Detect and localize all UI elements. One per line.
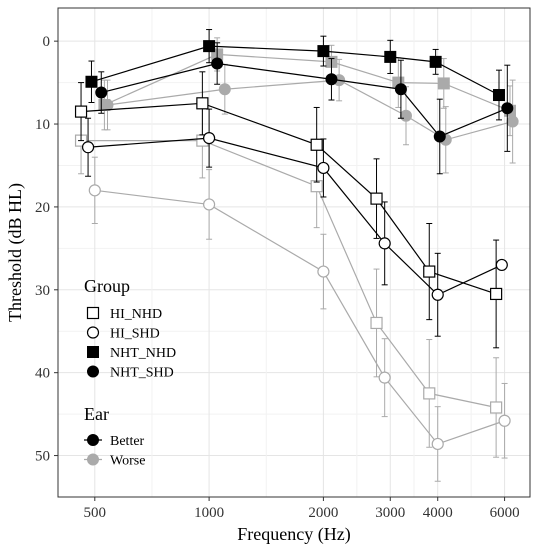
data-point xyxy=(438,78,449,89)
y-tick-label: 10 xyxy=(35,117,50,133)
data-point xyxy=(424,388,435,399)
legend-key-hi-shd xyxy=(88,327,99,338)
data-point xyxy=(424,266,435,277)
data-point xyxy=(379,372,390,383)
data-point xyxy=(96,87,107,98)
y-tick-label: 30 xyxy=(35,283,50,299)
legend-ear-title: Ear xyxy=(84,404,109,424)
data-point xyxy=(434,131,445,142)
data-point xyxy=(432,438,443,449)
data-point xyxy=(212,58,223,69)
data-point xyxy=(491,288,502,299)
y-tick-label: 0 xyxy=(43,34,51,50)
data-point xyxy=(432,289,443,300)
data-point xyxy=(395,84,406,95)
data-point xyxy=(318,266,329,277)
legend-key-better xyxy=(88,435,99,446)
data-point xyxy=(89,185,100,196)
legend-key-nht-shd xyxy=(88,366,99,377)
x-tick-label: 1000 xyxy=(194,505,224,521)
x-tick-label: 2000 xyxy=(308,505,338,521)
data-point xyxy=(204,199,215,210)
data-point xyxy=(326,74,337,85)
data-point xyxy=(86,76,97,87)
legend-label: HI_SHD xyxy=(110,327,160,342)
legend-label: Worse xyxy=(110,454,145,469)
data-point xyxy=(400,110,411,121)
data-point xyxy=(507,116,518,127)
data-point xyxy=(83,142,94,153)
series-nht-shd-better xyxy=(96,43,513,174)
data-point xyxy=(502,103,513,114)
y-tick-label: 50 xyxy=(35,449,50,465)
data-point xyxy=(318,162,329,173)
x-tick-label: 500 xyxy=(84,505,107,521)
data-point xyxy=(311,139,322,150)
data-point xyxy=(102,99,113,110)
grid xyxy=(58,8,530,497)
series-line xyxy=(101,64,507,137)
legend: Group Ear HI_NHD HI_SHD NHT_NHD NHT_SHD Bett… xyxy=(84,276,176,469)
data-point xyxy=(493,90,504,101)
data-point xyxy=(371,317,382,328)
data-point xyxy=(499,415,510,426)
data-point xyxy=(379,238,390,249)
legend-key-hi-nhd xyxy=(88,308,99,319)
data-point xyxy=(204,41,215,52)
legend-key-nht-nhd xyxy=(88,347,99,358)
x-axis-title: Frequency (Hz) xyxy=(237,524,350,545)
legend-label: HI_NHD xyxy=(110,307,162,322)
x-tick-label: 3000 xyxy=(375,505,405,521)
legend-key-worse xyxy=(88,454,99,465)
data-point xyxy=(76,106,87,117)
legend-label: Better xyxy=(110,434,145,449)
data-point xyxy=(197,98,208,109)
legend-group-title: Group xyxy=(84,276,130,296)
data-point xyxy=(385,51,396,62)
data-point xyxy=(318,46,329,57)
data-point xyxy=(204,133,215,144)
data-point xyxy=(430,56,441,67)
y-tick-label: 40 xyxy=(35,366,50,382)
x-tick-label: 4000 xyxy=(423,505,453,521)
series-nht-nhd-worse xyxy=(99,38,516,136)
legend-label: NHT_SHD xyxy=(110,366,174,381)
y-axis-title: Threshold (dB HL) xyxy=(5,183,26,322)
data-point xyxy=(219,84,230,95)
legend-label: NHT_NHD xyxy=(110,346,176,361)
y-tick-label: 20 xyxy=(35,200,50,216)
data-point xyxy=(371,193,382,204)
series-layer xyxy=(76,30,519,482)
data-point xyxy=(491,402,502,413)
data-point xyxy=(496,259,507,270)
plot-panel-border xyxy=(58,8,530,497)
x-tick-label: 6000 xyxy=(490,505,520,521)
